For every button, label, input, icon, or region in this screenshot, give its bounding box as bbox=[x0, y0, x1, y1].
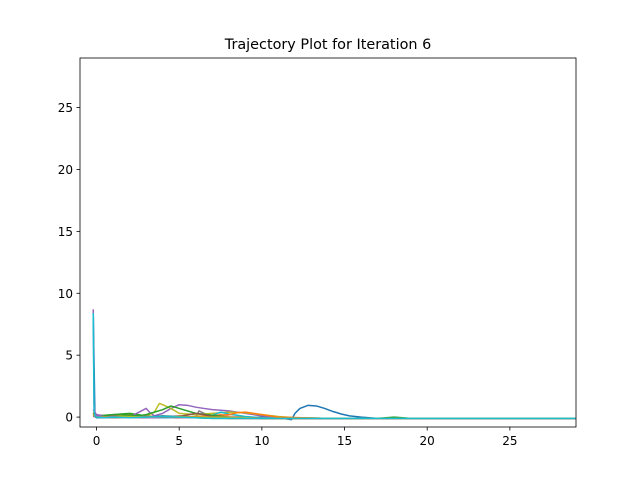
series-layer bbox=[92, 309, 576, 421]
y-tick-label: 5 bbox=[65, 349, 73, 363]
y-tick-label: 10 bbox=[58, 287, 73, 301]
x-tick-label: 25 bbox=[502, 434, 517, 448]
x-tick-label: 5 bbox=[175, 434, 183, 448]
x-tick-label: 20 bbox=[420, 434, 435, 448]
y-tick-label: 15 bbox=[58, 225, 73, 239]
x-tick-label: 10 bbox=[254, 434, 269, 448]
x-tick-label: 0 bbox=[93, 434, 101, 448]
chart-title: Trajectory Plot for Iteration 6 bbox=[224, 37, 431, 53]
trajectory-line-20 bbox=[92, 313, 576, 420]
x-tick-label: 15 bbox=[337, 434, 352, 448]
y-tick-label: 20 bbox=[58, 163, 73, 177]
y-tick-label: 25 bbox=[58, 101, 73, 115]
x-axis: 0 5 10 15 20 25 bbox=[93, 427, 518, 448]
y-axis: 0 5 10 15 20 25 bbox=[58, 101, 80, 425]
plot-frame bbox=[79, 57, 577, 428]
y-tick-label: 0 bbox=[65, 411, 73, 425]
